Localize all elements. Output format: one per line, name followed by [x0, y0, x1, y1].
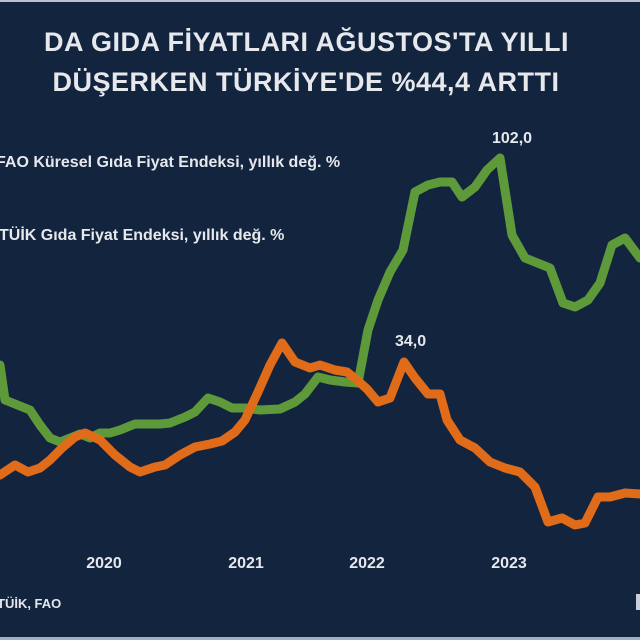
source-note: TÜİK, FAO — [0, 596, 62, 611]
title-line-2: DÜŞERKEN TÜRKİYE'DE %44,4 ARTTI — [52, 67, 560, 97]
title-line-1: DA GIDA FİYATLARI AĞUSTOS'TA YILLI — [44, 27, 569, 57]
legend-tuik: TÜİK Gıda Fiyat Endeksi, yıllık değ. % — [0, 227, 285, 244]
chart-title: DA GIDA FİYATLARI AĞUSTOS'TA YILLI DÜŞER… — [0, 22, 640, 102]
x-tick-2021: 2021 — [228, 555, 264, 572]
logo-partial — [636, 594, 640, 610]
fao-peak-label: 34,0 — [395, 333, 427, 350]
legend-fao: FAO Küresel Gıda Fiyat Endeksi, yıllık d… — [0, 154, 341, 171]
fao-line — [0, 338, 640, 530]
tuik-line — [0, 153, 640, 447]
x-tick-2023: 2023 — [491, 555, 527, 572]
x-tick-2020: 2020 — [86, 555, 122, 572]
top-border — [0, 0, 640, 2]
tuik-peak-label: 102,0 — [492, 130, 533, 147]
bottom-border — [0, 637, 640, 640]
x-tick-2022: 2022 — [349, 555, 385, 572]
